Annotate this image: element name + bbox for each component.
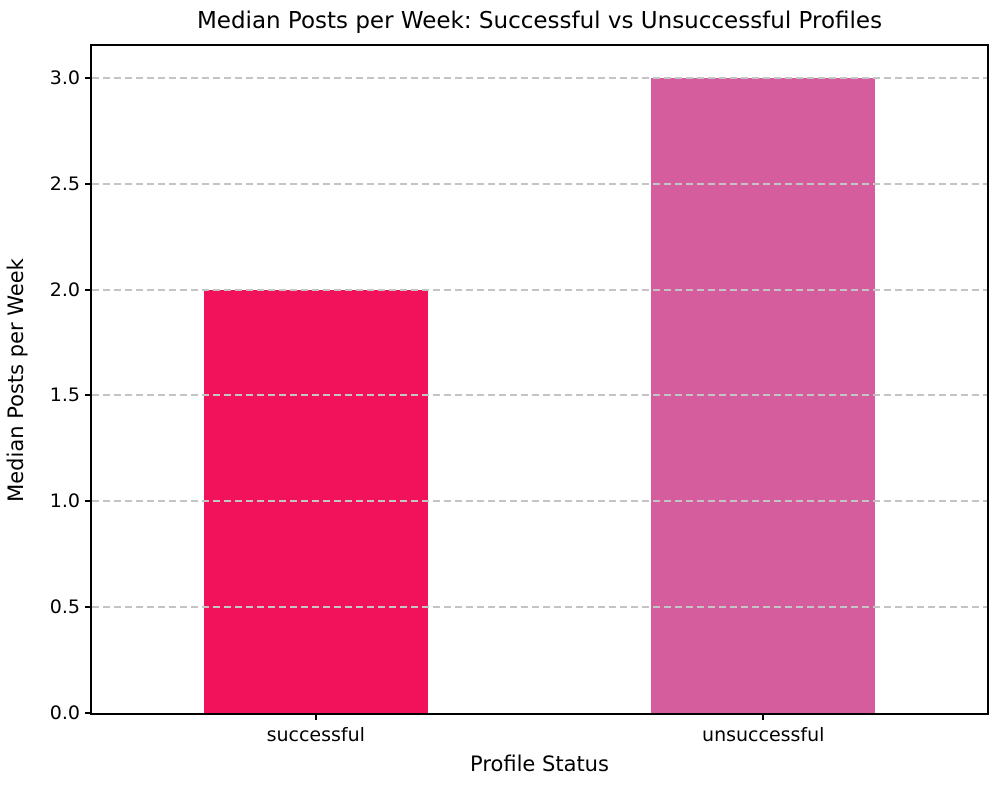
- y-tick-mark: [85, 394, 92, 397]
- x-tick-mark: [762, 713, 765, 720]
- y-tick-label: 1.0: [49, 490, 80, 513]
- chart-title: Median Posts per Week: Successful vs Uns…: [196, 8, 883, 34]
- y-tick-label: 2.5: [49, 172, 80, 195]
- gridline-y-0.5: [92, 606, 987, 609]
- x-tick-label-unsuccessful: unsuccessful: [702, 724, 825, 746]
- y-tick-label: 3.0: [49, 66, 80, 89]
- y-tick-label: 0.0: [49, 702, 80, 724]
- x-tick-mark: [314, 713, 317, 720]
- gridline-y-2.5: [92, 182, 987, 185]
- y-tick-mark: [85, 76, 92, 79]
- gridline-y-1: [92, 500, 987, 503]
- y-tick-mark: [85, 500, 92, 503]
- gridline-y-3: [92, 76, 987, 79]
- y-tick-label: 0.5: [49, 596, 80, 619]
- y-tick-mark: [85, 288, 92, 291]
- y-tick-mark: [85, 182, 92, 185]
- y-tick-label: 2.0: [49, 278, 80, 301]
- plot-area: [90, 44, 989, 715]
- x-axis-label: Profile Status: [470, 752, 609, 776]
- y-tick-mark: [85, 606, 92, 609]
- y-tick-mark: [85, 712, 92, 714]
- y-tick-label: 1.5: [49, 384, 80, 407]
- gridline-y-1.5: [92, 394, 987, 397]
- gridline-y-2: [92, 288, 987, 291]
- x-tick-label-successful: successful: [266, 724, 365, 746]
